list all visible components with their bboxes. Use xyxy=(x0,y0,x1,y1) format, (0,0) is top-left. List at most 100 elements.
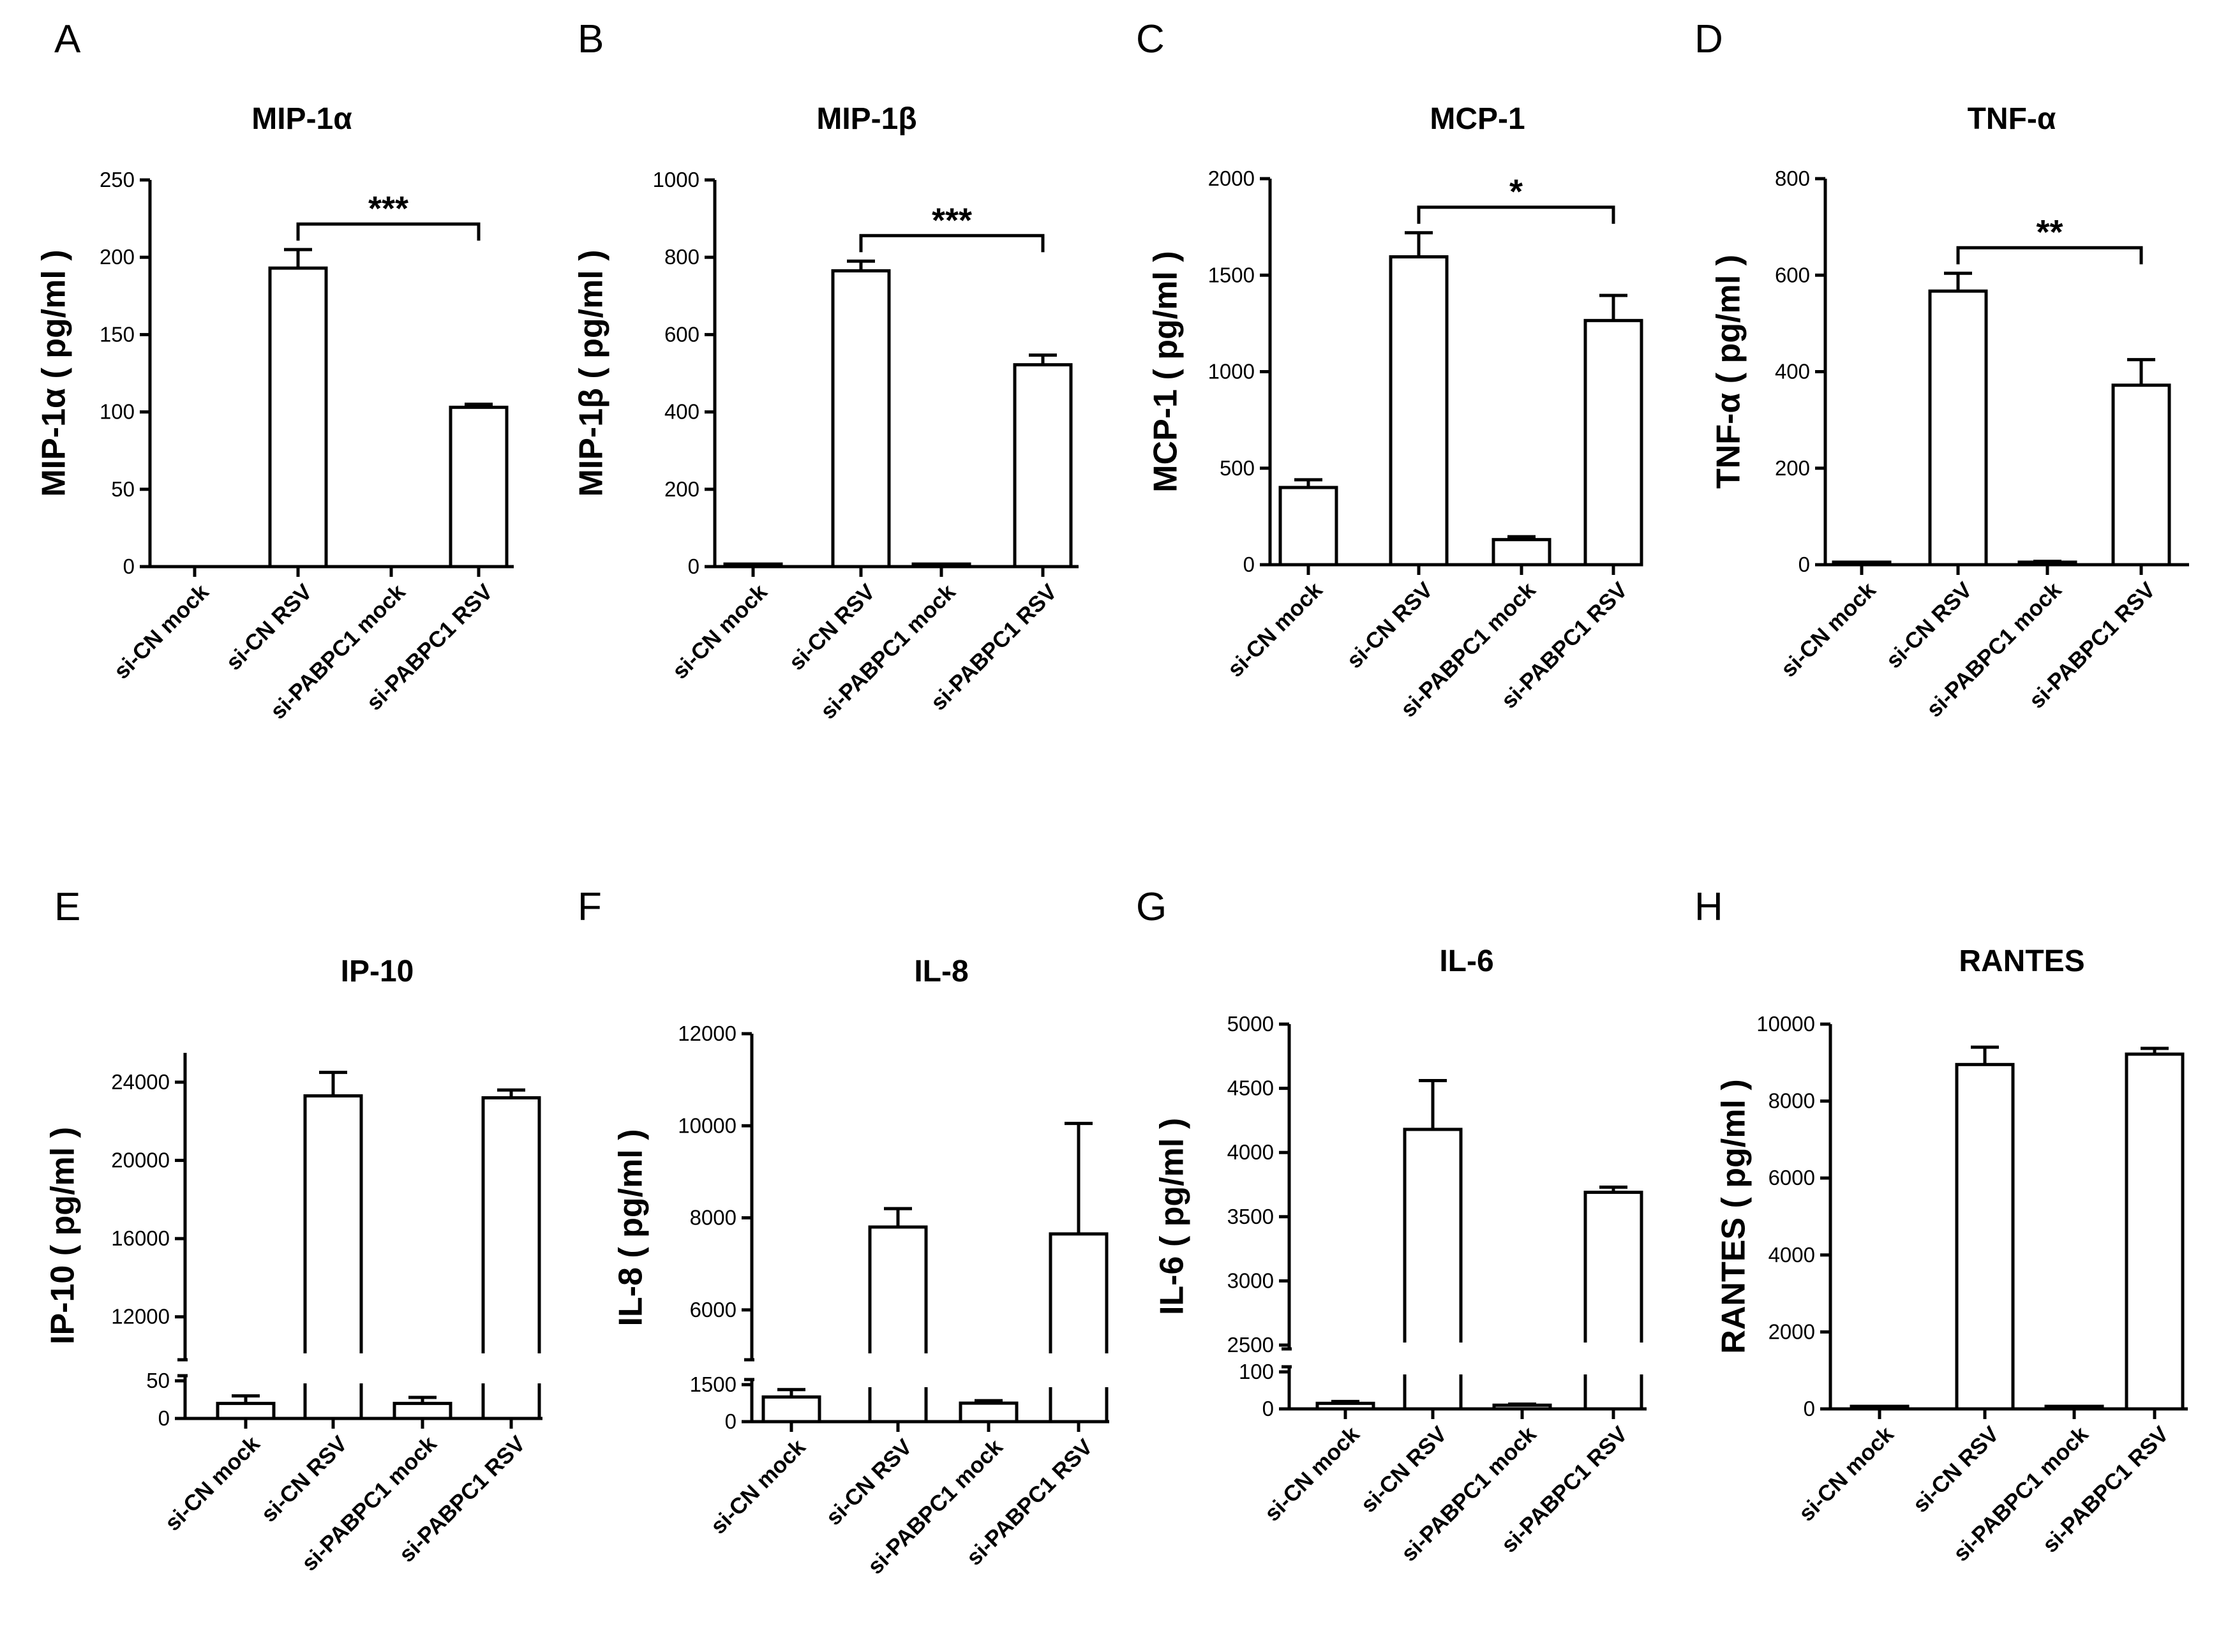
bar xyxy=(1492,1403,1552,1411)
y-tick-label: 12000 xyxy=(678,1022,736,1045)
x-tick-label: si-CN RSV xyxy=(1356,1422,1452,1517)
y-tick-label: 0 xyxy=(1243,553,1255,576)
panel-letter: G xyxy=(1136,885,1167,929)
y-axis-label: IL-6 ( pg/ml ) xyxy=(1154,1118,1191,1315)
bar xyxy=(1583,318,1643,567)
significance-bracket xyxy=(1956,246,2143,265)
bar xyxy=(1278,486,1338,567)
bar xyxy=(2017,560,2077,567)
y-tick-label: 0 xyxy=(1804,1397,1815,1420)
x-tick-label: si-CN mock xyxy=(668,579,772,684)
significance-label: *** xyxy=(932,201,972,239)
y-axis-label: TNF-α ( pg/ml ) xyxy=(1710,255,1747,489)
y-tick-label: 600 xyxy=(1775,263,1810,286)
y-tick-label: 2000 xyxy=(1208,167,1255,190)
bar-break-gap xyxy=(303,1353,364,1383)
y-tick-label: 5000 xyxy=(1227,1012,1274,1036)
x-tick-label: si-CN RSV xyxy=(1908,1422,2004,1517)
y-tick-label: 0 xyxy=(158,1406,170,1430)
bar-break-gap xyxy=(1583,1343,1644,1374)
y-tick-label: 16000 xyxy=(111,1226,170,1250)
bar xyxy=(2125,1052,2185,1411)
y-tick-label: 4000 xyxy=(1768,1243,1815,1267)
x-tick-label: si-CN mock xyxy=(1223,577,1327,682)
chart-title: MIP-1β xyxy=(816,102,916,136)
panel-letter: A xyxy=(54,17,81,61)
bar-break-gap xyxy=(1048,1353,1109,1387)
x-tick-label: si-CN mock xyxy=(1776,577,1881,682)
panel-letter: B xyxy=(578,17,604,61)
panel-g: G IL-6 IL-6 ( pg/ml ) 0 100 2500 3000 3500 4000 4… xyxy=(1136,885,1647,1566)
panel-letter: C xyxy=(1136,17,1165,61)
panel-f: F IL-8 IL-8 ( pg/ml ) 0 1500 6000 8000 10000 120… xyxy=(578,885,1109,1579)
y-axis-label: IL-8 ( pg/ml ) xyxy=(613,1129,650,1326)
bar xyxy=(1583,1191,1643,1411)
chart-title: TNF-α xyxy=(1968,102,2056,136)
bar xyxy=(1492,538,1551,567)
bar xyxy=(1315,1401,1375,1411)
y-tick-label: 8000 xyxy=(1768,1089,1815,1113)
significance-bracket xyxy=(296,222,481,241)
panel-letter: D xyxy=(1694,17,1723,61)
y-tick-label: 1000 xyxy=(653,168,699,191)
y-tick-label: 400 xyxy=(1775,360,1810,383)
x-tick-label: si-CN RSV xyxy=(1881,577,1977,673)
y-tick-label: 1000 xyxy=(1208,360,1255,383)
y-tick-label: 3000 xyxy=(1227,1269,1274,1292)
y-axis-label: MIP-1β ( pg/ml ) xyxy=(573,249,610,496)
x-tick-label: si-CN mock xyxy=(1260,1422,1364,1526)
y-tick-label: 200 xyxy=(1775,456,1810,480)
y-tick-label: 50 xyxy=(111,477,135,501)
bar xyxy=(1850,1404,1910,1411)
y-tick-label: 600 xyxy=(664,322,699,346)
panel-b: B MIP-1β MIP-1β ( pg/ml ) 0 200 400 600 800 1000… xyxy=(573,17,1079,724)
x-tick-label: si-CN RSV xyxy=(821,1434,917,1530)
y-tick-label: 0 xyxy=(123,554,135,578)
y-tick-label: 24000 xyxy=(111,1070,170,1094)
chart-title: IL-6 xyxy=(1439,944,1493,978)
bar-break-gap xyxy=(1402,1343,1463,1374)
y-tick-label: 1500 xyxy=(690,1373,736,1396)
bar xyxy=(959,1401,1019,1424)
panel-a: A MIP-1α MIP-1α ( pg/ml ) 0 50 100 150 200 250 si… xyxy=(36,17,514,724)
bar xyxy=(1389,255,1449,567)
y-tick-label: 100 xyxy=(1239,1360,1274,1383)
y-tick-label: 200 xyxy=(664,477,699,501)
y-tick-label: 0 xyxy=(725,1410,736,1433)
bar xyxy=(1928,289,1988,567)
bar-break-gap xyxy=(481,1353,542,1383)
x-tick-label: si-CN RSV xyxy=(257,1431,352,1527)
chart-title: IP-10 xyxy=(341,955,414,988)
y-axis-label: MIP-1α ( pg/ml ) xyxy=(36,249,73,496)
y-axis-label: RANTES ( pg/ml ) xyxy=(1716,1079,1753,1353)
y-tick-label: 0 xyxy=(1262,1397,1274,1420)
y-tick-label: 2500 xyxy=(1227,1333,1274,1357)
panel-h: H RANTES RANTES ( pg/ml ) 0 2000 4000 6000 8000… xyxy=(1694,885,2188,1566)
y-tick-label: 200 xyxy=(100,245,135,269)
y-tick-label: 50 xyxy=(146,1369,170,1392)
panel-letter: E xyxy=(54,885,80,929)
bar xyxy=(393,1401,452,1420)
y-tick-label: 100 xyxy=(100,400,135,424)
x-tick-label: si-CN mock xyxy=(1794,1422,1899,1526)
panel-e: E IP-10 IP-10 ( pg/ml ) 0 50 12000 16000 20000 2… xyxy=(45,885,542,1576)
y-tick-label: 20000 xyxy=(111,1149,170,1172)
y-tick-label: 250 xyxy=(100,168,135,191)
panel-letter: F xyxy=(578,885,602,929)
y-tick-label: 400 xyxy=(664,400,699,424)
y-tick-label: 4000 xyxy=(1227,1140,1274,1164)
x-tick-label: si-CN mock xyxy=(109,579,214,684)
y-tick-label: 0 xyxy=(688,554,699,578)
bar xyxy=(761,1395,821,1424)
significance-bracket xyxy=(859,234,1045,253)
panel-d: D TNF-α TNF-α ( pg/ml ) 0 200 400 600 800 si-CN … xyxy=(1694,17,2189,722)
bar xyxy=(268,266,328,569)
y-tick-label: 800 xyxy=(1775,167,1810,190)
bar xyxy=(216,1401,276,1420)
panel-c: C MCP-1 MCP-1 ( pg/ml ) 0 500 1000 1500 2000 si-… xyxy=(1136,17,1643,722)
y-tick-label: 6000 xyxy=(1768,1166,1815,1189)
significance-label: ** xyxy=(2036,213,2063,251)
y-axis-label: MCP-1 ( pg/ml ) xyxy=(1148,251,1185,492)
significance-bracket xyxy=(1417,205,1615,224)
